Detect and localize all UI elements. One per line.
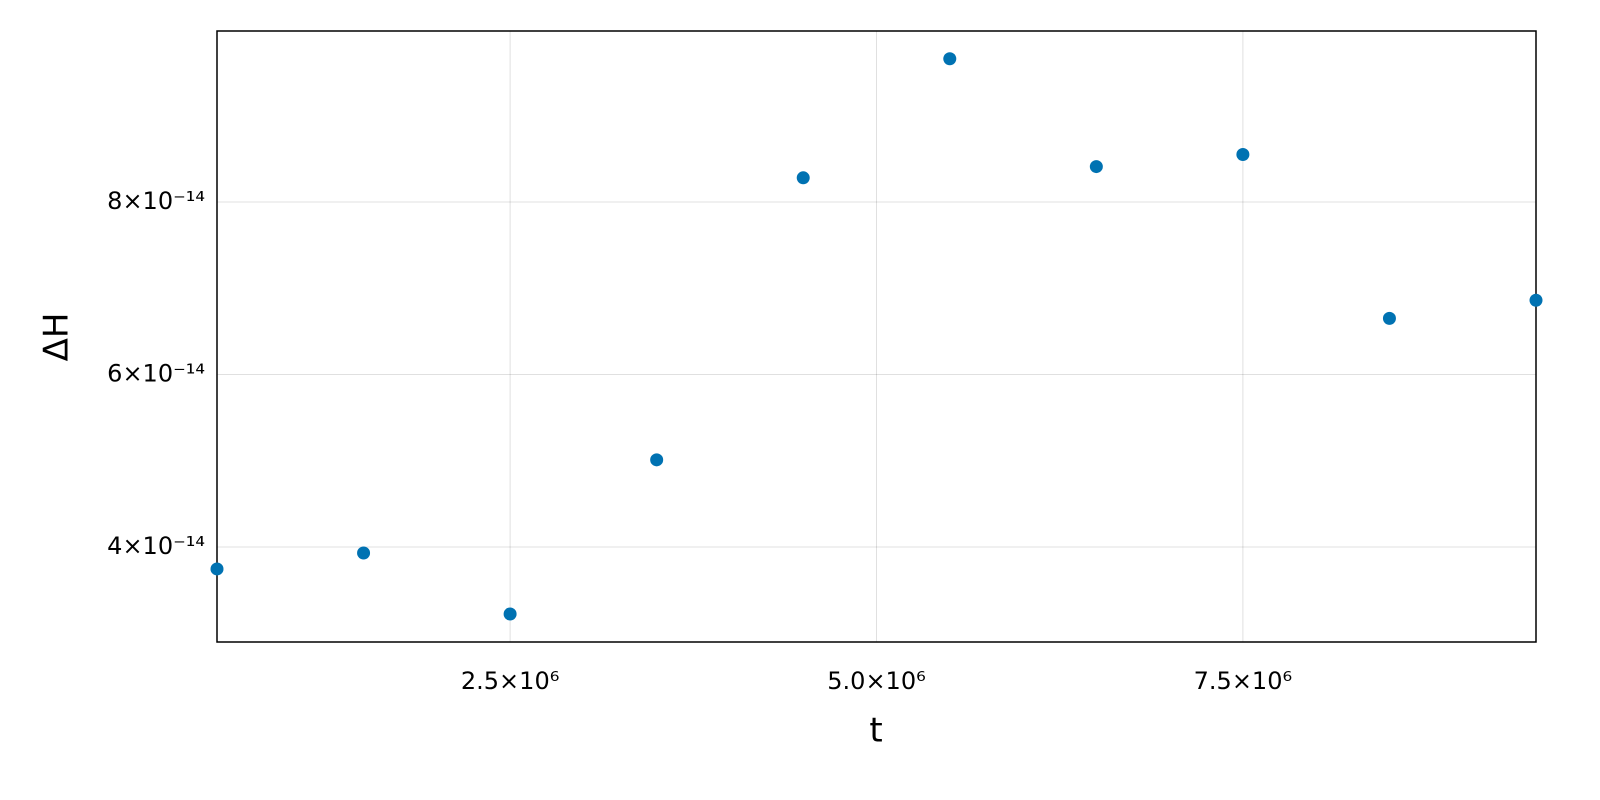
y-tick-label: 6×10⁻¹⁴ (107, 359, 205, 387)
x-tick-label: 2.5×10⁶ (461, 667, 559, 695)
point (1236, 148, 1250, 162)
x-tick-label: 7.5×10⁶ (1194, 667, 1292, 695)
point (357, 546, 371, 560)
y-tick-label: 8×10⁻¹⁴ (107, 187, 205, 215)
y-tick-label: 4×10⁻¹⁴ (107, 532, 205, 560)
point (943, 52, 957, 66)
point (210, 562, 224, 576)
x-tick-label: 5.0×10⁶ (827, 667, 925, 695)
point (650, 453, 664, 467)
point (503, 607, 517, 621)
plot-frame (216, 30, 1537, 643)
x-axis-label: t (869, 711, 882, 751)
y-axis-label: ΔH (37, 313, 77, 362)
point (1382, 311, 1396, 325)
point (796, 171, 810, 185)
point (1529, 293, 1543, 307)
point (1089, 160, 1103, 174)
